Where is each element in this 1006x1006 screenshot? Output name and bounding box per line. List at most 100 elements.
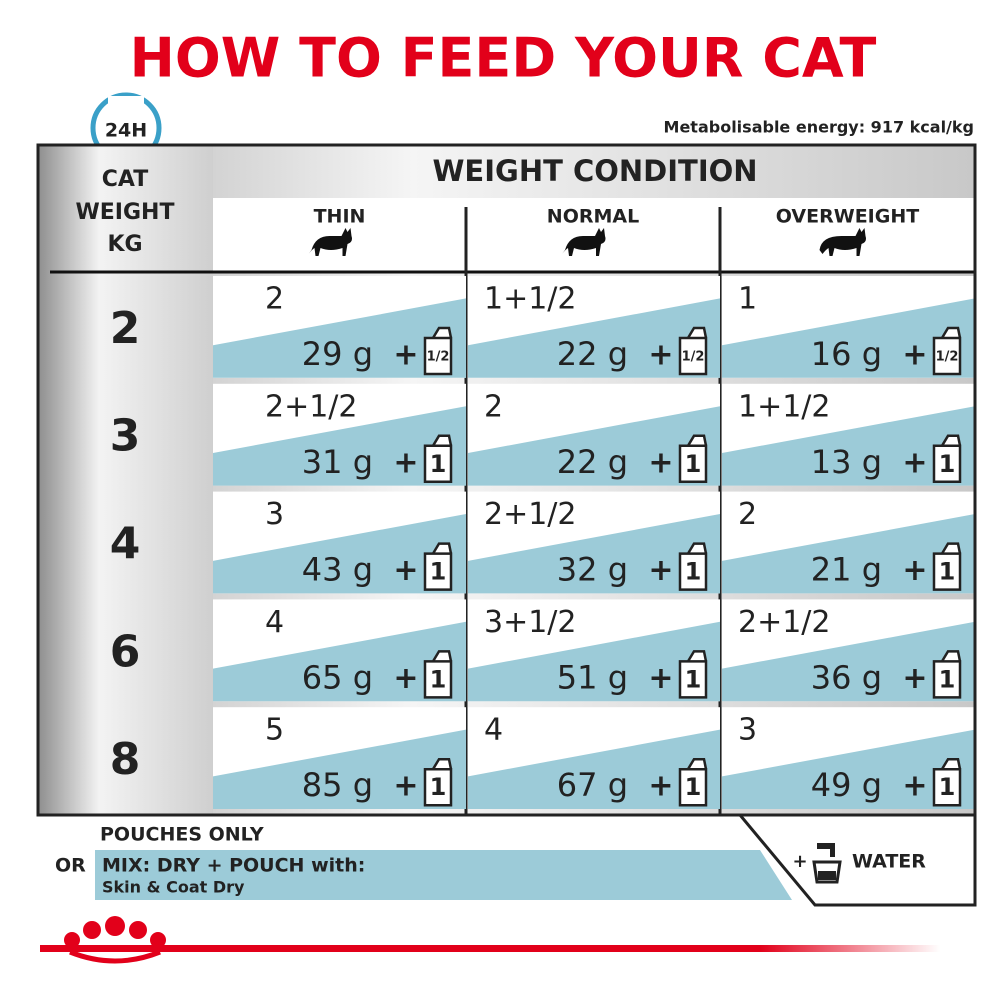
plus: + [902, 661, 927, 696]
pouches: 1 [738, 282, 757, 317]
pouches: 4 [484, 713, 503, 748]
pouch-icon [423, 757, 453, 807]
cell-band [722, 729, 975, 809]
plus: + [902, 445, 927, 480]
weight-header: CAT [102, 167, 148, 192]
pouches: 3 [265, 497, 284, 532]
cat-icon [562, 228, 606, 256]
cat-icon [819, 228, 866, 256]
pouch-icon [932, 650, 962, 699]
pouch-icon [932, 542, 962, 591]
cell-band [468, 513, 720, 594]
weight: 6 [110, 626, 141, 677]
footer: POUCHES ONLY OR MIX: DRY + POUCH with: S… [55, 813, 977, 907]
cell: 2+1/2 31 g +1 [213, 383, 466, 486]
table-border [36, 143, 977, 817]
pouch-label: 1 [939, 450, 956, 478]
pouch-label: 1/2 [427, 350, 450, 365]
cell-band [213, 298, 466, 378]
pouch-icon [423, 542, 453, 591]
pouch-label: 1 [685, 665, 702, 693]
mix-band [95, 850, 792, 900]
condition-header: WEIGHT CONDITION [432, 154, 757, 188]
cell: 3+1/2 51 g +1 [468, 599, 720, 702]
cell: 2+1/2 36 g +1 [722, 599, 975, 702]
cell-band [213, 729, 466, 809]
column-header: NORMAL [547, 206, 639, 228]
pouch-label: 1 [685, 558, 702, 586]
plus: + [393, 661, 418, 696]
product: Skin & Coat Dry [102, 878, 245, 897]
dry: 65 g [302, 658, 373, 696]
plus: + [902, 769, 927, 804]
plus: + [393, 553, 418, 588]
pouch-label: 1 [939, 773, 956, 801]
pouches: 3 [738, 713, 757, 748]
dry: 22 g [557, 335, 628, 373]
plus: + [648, 338, 673, 373]
cell: 1+1/2 22 g +1/2 [468, 276, 720, 378]
cell: 4 65 g +1 [213, 599, 466, 702]
dry: 31 g [302, 443, 373, 481]
pouch-label: 1 [430, 558, 447, 586]
plus: + [902, 338, 927, 373]
dry: 67 g [557, 766, 628, 804]
cell-band [722, 513, 975, 594]
pouch-label: 1/2 [682, 350, 705, 365]
cell-band [213, 406, 466, 486]
or: OR [55, 855, 86, 877]
water-plus: + [792, 851, 807, 872]
water: WATER [852, 851, 926, 873]
column-header: OVERWEIGHT [776, 206, 919, 228]
pouch-icon [932, 326, 962, 376]
brand-mark [40, 916, 940, 964]
pouch-label: 1 [430, 450, 447, 478]
column-header-bg [213, 198, 975, 272]
weight-header: WEIGHT [76, 200, 175, 225]
pouches: 1+1/2 [738, 389, 831, 424]
plus: + [393, 338, 418, 373]
plus: + [902, 553, 927, 588]
cell-band [468, 729, 720, 809]
plus: + [393, 769, 418, 804]
weight-column [38, 145, 213, 815]
plus: + [648, 769, 673, 804]
pouches: 5 [265, 713, 284, 748]
pouch-icon [678, 650, 708, 699]
pouch-icon [932, 434, 962, 484]
column-header: THIN [314, 206, 366, 228]
pouch-icon [678, 326, 708, 376]
pouch-icon [423, 650, 453, 699]
pouches: 2 [265, 282, 284, 317]
pouches-only: POUCHES ONLY [100, 824, 264, 846]
pouch-icon [678, 542, 708, 591]
plus: + [393, 445, 418, 480]
pouches: 2 [484, 389, 503, 424]
pouches: 2 [738, 497, 757, 532]
weight: 4 [110, 519, 141, 570]
cell-band [468, 406, 720, 486]
pouches: 2+1/2 [484, 497, 577, 532]
pouch-icon [423, 434, 453, 484]
badge: 24H [105, 120, 147, 142]
cell: 1+1/2 13 g +1 [722, 383, 975, 486]
pouch-label: 1 [939, 665, 956, 693]
pouch-label: 1 [939, 558, 956, 586]
cell: 2+1/2 32 g +1 [468, 491, 720, 594]
cell-band [213, 513, 466, 594]
dry: 22 g [557, 443, 628, 481]
pouch-icon [678, 757, 708, 807]
pouches: 3+1/2 [484, 605, 577, 640]
cat-icon [308, 228, 352, 256]
cell-band [722, 406, 975, 486]
pouch-label: 1 [430, 773, 447, 801]
dry: 36 g [811, 658, 882, 696]
cell: 3 43 g +1 [213, 491, 466, 594]
energy: Metabolisable energy: 917 kcal/kg [664, 118, 974, 137]
cell-band [213, 621, 466, 702]
cell: 3 49 g +1 [722, 707, 975, 809]
weight: 2 [110, 303, 141, 354]
pouch-icon [423, 326, 453, 376]
pouches: 2+1/2 [265, 389, 358, 424]
pouch-label: 1/2 [936, 350, 959, 365]
